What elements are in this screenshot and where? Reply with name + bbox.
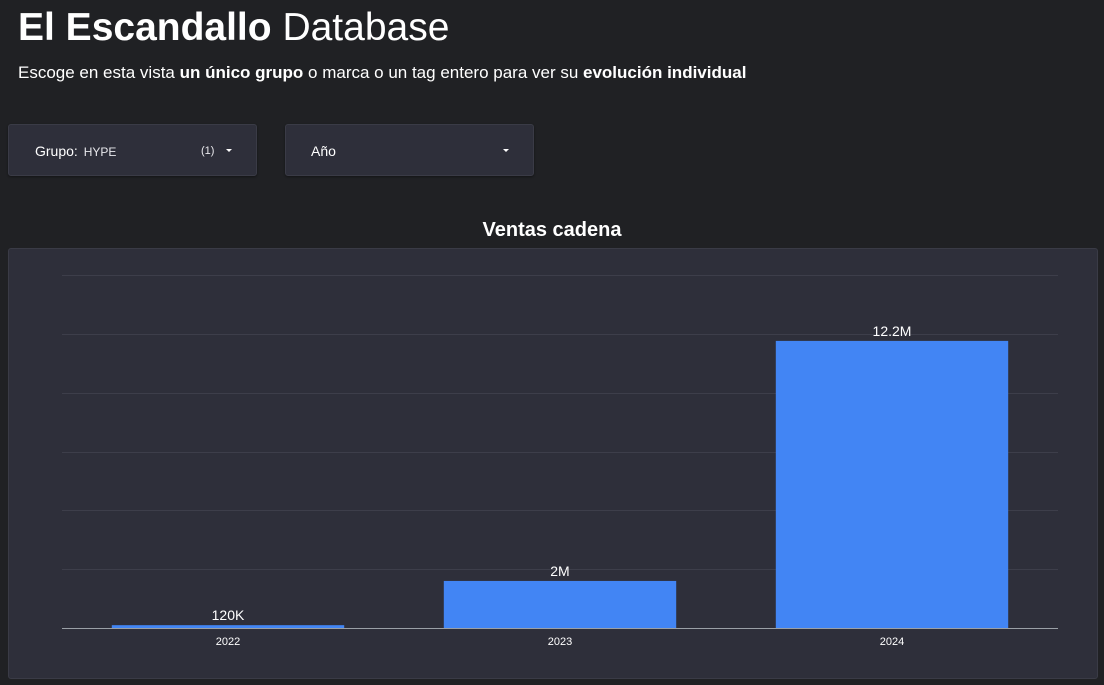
chart-panel: 120K 2022 2M 2023 12.2M 2024 (8, 248, 1098, 679)
grupo-filter-label: Grupo: (35, 143, 78, 159)
subtitle-emphasis-2: evolución individual (583, 63, 747, 82)
grupo-filter-label-wrap: Grupo: HYPE (35, 143, 116, 160)
caret-down-icon[interactable] (226, 149, 232, 152)
chart-title: Ventas cadena (482, 219, 622, 241)
subtitle-emphasis-1: un único grupo (179, 63, 304, 82)
ano-filter-dropdown[interactable]: Año (285, 124, 534, 176)
page-subtitle: Escoge en esta vista un único grupo o ma… (18, 62, 746, 84)
subtitle-text-1: Escoge en esta vista (18, 63, 180, 82)
x-tick-label-2023: 2023 (548, 636, 572, 648)
bar-chart: 120K 2022 2M 2023 12.2M 2024 (62, 275, 1058, 648)
grupo-filter-value: HYPE (83, 145, 117, 159)
page-title-rest: Database (282, 6, 450, 49)
bar-2024 (775, 340, 1009, 628)
page-title-bold: El Escandallo (18, 6, 272, 49)
grupo-filter-dropdown[interactable]: Grupo: HYPE (1) (8, 124, 257, 176)
data-label-2022: 120K (212, 607, 245, 623)
data-label-2023: 2M (550, 563, 569, 579)
bar-2023 (443, 580, 677, 628)
ano-filter-label: Año (311, 143, 336, 159)
bar-2022 (111, 625, 345, 628)
data-label-2024: 12.2M (873, 323, 912, 339)
caret-down-icon[interactable] (503, 149, 509, 152)
subtitle-text-2: o marca o un tag entero para ver su (303, 63, 584, 82)
page-title: El Escandallo Database (18, 4, 449, 52)
x-tick-label-2022: 2022 (216, 636, 240, 648)
grupo-filter-count: (1) (201, 145, 215, 157)
x-tick-label-2024: 2024 (880, 636, 904, 648)
